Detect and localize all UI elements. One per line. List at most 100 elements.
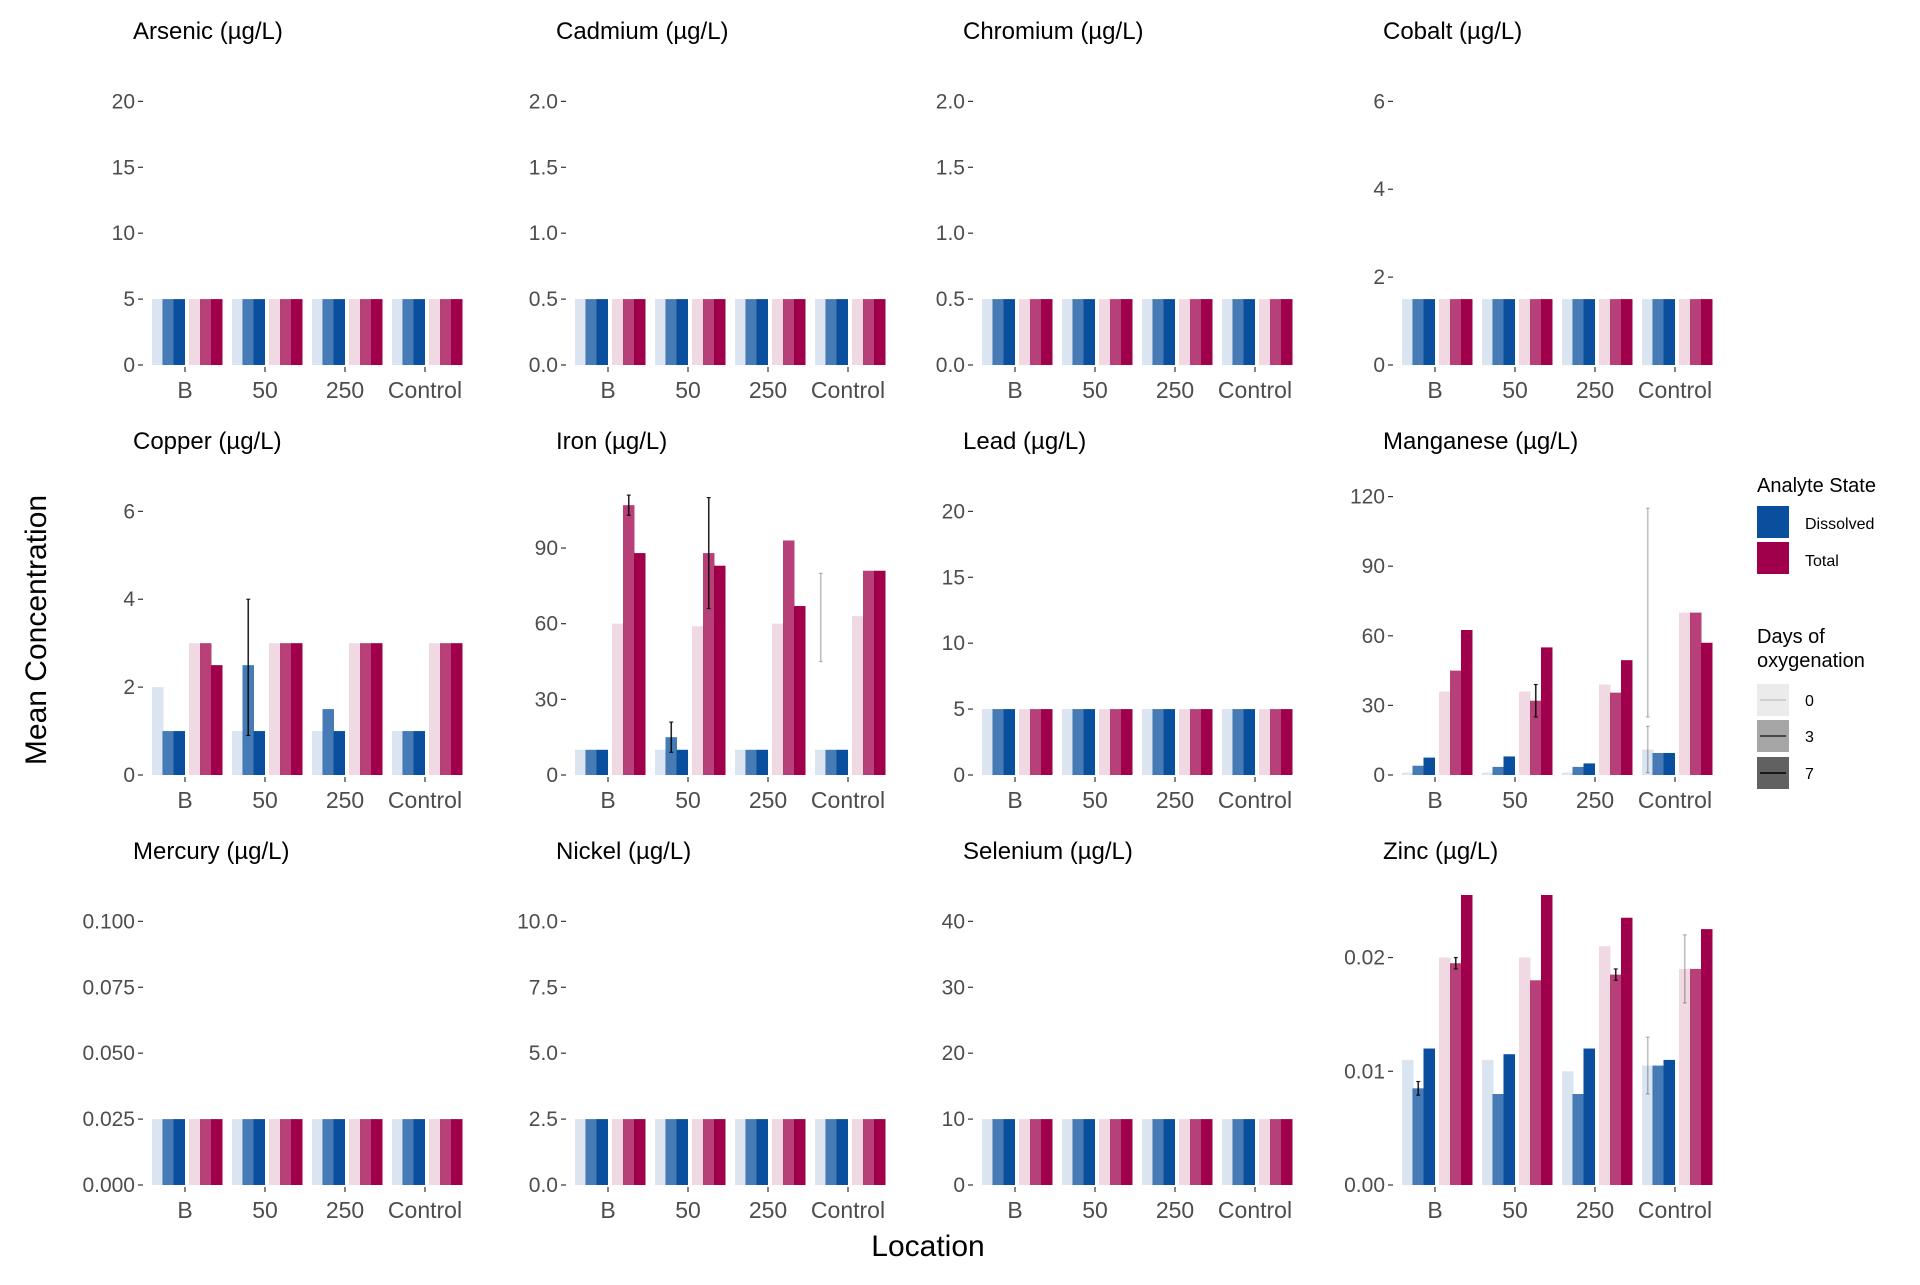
y-tick-label: 0.000: [82, 1174, 135, 1197]
bar-iron-50-dissolved-day3: [665, 737, 677, 775]
bar-nickel-50-total-day3: [703, 1119, 715, 1185]
bar-arsenic-control-total-day7: [451, 299, 463, 365]
bar-cobalt-50-total-day0: [1519, 299, 1531, 365]
bar-nickel-b-dissolved-day7: [596, 1119, 608, 1185]
bar-copper-250-dissolved-day0: [312, 731, 324, 775]
bar-copper-b-dissolved-day0: [152, 687, 164, 775]
bar-manganese-b-total-day3: [1450, 670, 1462, 775]
bar-selenium-b-total-day3: [1030, 1119, 1042, 1185]
panel-title-iron: Iron (µg/L): [556, 428, 667, 455]
x-tick-label: Control: [1218, 787, 1292, 813]
bar-selenium-control-dissolved-day3: [1232, 1119, 1244, 1185]
bar-iron-b-dissolved-day0: [575, 749, 587, 775]
bar-mercury-50-dissolved-day3: [242, 1119, 254, 1185]
y-tick-label: 30: [535, 688, 558, 711]
x-tick-label: Control: [1638, 377, 1712, 403]
bar-arsenic-50-total-day0: [269, 299, 281, 365]
bar-zinc-b-dissolved-day0: [1402, 1059, 1414, 1185]
bar-copper-control-total-day3: [440, 643, 452, 775]
y-tick-label: 15: [942, 566, 965, 589]
bar-nickel-250-dissolved-day7: [756, 1119, 768, 1185]
bar-chromium-control-dissolved-day0: [1222, 299, 1234, 365]
bar-arsenic-control-total-day0: [429, 299, 441, 365]
bar-manganese-control-dissolved-day3: [1652, 752, 1664, 775]
bar-mercury-control-dissolved-day0: [392, 1119, 404, 1185]
y-tick-label: 2.5: [529, 1108, 558, 1131]
bar-chromium-b-total-day0: [1019, 299, 1031, 365]
legend-dissolved-label: Dissolved: [1805, 516, 1874, 533]
y-tick-label: 5: [953, 698, 965, 721]
bar-cadmium-b-dissolved-day7: [596, 299, 608, 365]
bar-manganese-b-dissolved-day7: [1423, 757, 1435, 775]
y-tick-label: 7.5: [529, 976, 558, 999]
y-tick-label: 5.0: [529, 1042, 558, 1065]
bar-cobalt-50-dissolved-day7: [1503, 299, 1515, 365]
bar-manganese-control-dissolved-day0: [1642, 749, 1654, 775]
bar-chromium-control-total-day0: [1259, 299, 1271, 365]
bar-arsenic-250-dissolved-day3: [322, 299, 334, 365]
bar-chromium-control-dissolved-day3: [1232, 299, 1244, 365]
bar-mercury-b-dissolved-day0: [152, 1119, 164, 1185]
bar-lead-control-total-day0: [1259, 709, 1271, 775]
bar-mercury-control-total-day7: [451, 1119, 463, 1185]
y-tick-label: 15: [112, 156, 135, 179]
x-tick-label: 50: [1082, 1197, 1108, 1223]
x-tick-label: 250: [1576, 787, 1614, 813]
bar-zinc-50-dissolved-day7: [1503, 1054, 1515, 1185]
y-tick-label: 0.00: [1344, 1174, 1385, 1197]
x-tick-label: Control: [1638, 787, 1712, 813]
bar-cadmium-control-total-day3: [863, 299, 875, 365]
bar-cadmium-250-dissolved-day0: [735, 299, 747, 365]
bar-arsenic-250-dissolved-day7: [333, 299, 345, 365]
bar-copper-50-dissolved-day0: [232, 731, 244, 775]
legend-state-title: Analyte State: [1757, 475, 1876, 497]
bar-mercury-control-total-day0: [429, 1119, 441, 1185]
bar-iron-250-total-day3: [783, 540, 795, 775]
y-tick-label: 90: [1362, 555, 1385, 578]
bar-zinc-b-dissolved-day3: [1412, 1088, 1424, 1185]
bar-manganese-250-total-day7: [1621, 660, 1633, 775]
y-tick-label: 0: [546, 764, 558, 787]
y-tick-label: 20: [942, 500, 965, 523]
bar-zinc-250-dissolved-day0: [1562, 1071, 1574, 1185]
bar-mercury-b-dissolved-day7: [173, 1119, 185, 1185]
bar-copper-control-total-day0: [429, 643, 441, 775]
bar-mercury-b-dissolved-day3: [162, 1119, 174, 1185]
y-tick-label: 60: [1362, 625, 1385, 648]
bar-iron-50-total-day7: [714, 565, 726, 775]
bar-nickel-control-dissolved-day3: [825, 1119, 837, 1185]
bar-lead-control-dissolved-day3: [1232, 709, 1244, 775]
bar-iron-50-dissolved-day7: [676, 749, 688, 775]
bar-cadmium-250-total-day0: [772, 299, 784, 365]
bar-lead-250-dissolved-day3: [1152, 709, 1164, 775]
x-tick-label: Control: [1218, 377, 1292, 403]
bar-lead-50-total-day3: [1110, 709, 1122, 775]
bar-selenium-250-dissolved-day3: [1152, 1119, 1164, 1185]
bar-chromium-b-dissolved-day0: [982, 299, 994, 365]
bar-nickel-50-total-day0: [692, 1119, 704, 1185]
y-tick-label: 2.0: [529, 90, 558, 113]
bar-nickel-b-dissolved-day0: [575, 1119, 587, 1185]
bar-cobalt-b-total-day3: [1450, 299, 1462, 365]
x-tick-label: 250: [326, 1197, 364, 1223]
bar-zinc-control-total-day0: [1679, 968, 1691, 1185]
bar-cobalt-b-dissolved-day0: [1402, 299, 1414, 365]
bar-cadmium-250-total-day7: [794, 299, 806, 365]
bar-arsenic-50-total-day7: [291, 299, 303, 365]
bar-chromium-250-total-day3: [1190, 299, 1202, 365]
y-tick-label: 0: [123, 764, 135, 787]
bar-manganese-b-dissolved-day0: [1402, 772, 1414, 775]
bar-manganese-control-dissolved-day7: [1663, 752, 1675, 775]
x-tick-label: Control: [811, 787, 885, 813]
bar-nickel-250-total-day3: [783, 1119, 795, 1185]
bar-iron-control-total-day0: [852, 616, 864, 775]
x-tick-label: B: [1007, 787, 1022, 813]
x-tick-label: Control: [811, 1197, 885, 1223]
bar-chromium-250-total-day7: [1201, 299, 1213, 365]
bar-chromium-250-dissolved-day3: [1152, 299, 1164, 365]
bar-nickel-b-total-day3: [623, 1119, 635, 1185]
bar-arsenic-control-total-day3: [440, 299, 452, 365]
y-tick-label: 10: [942, 632, 965, 655]
bar-mercury-50-total-day0: [269, 1119, 281, 1185]
